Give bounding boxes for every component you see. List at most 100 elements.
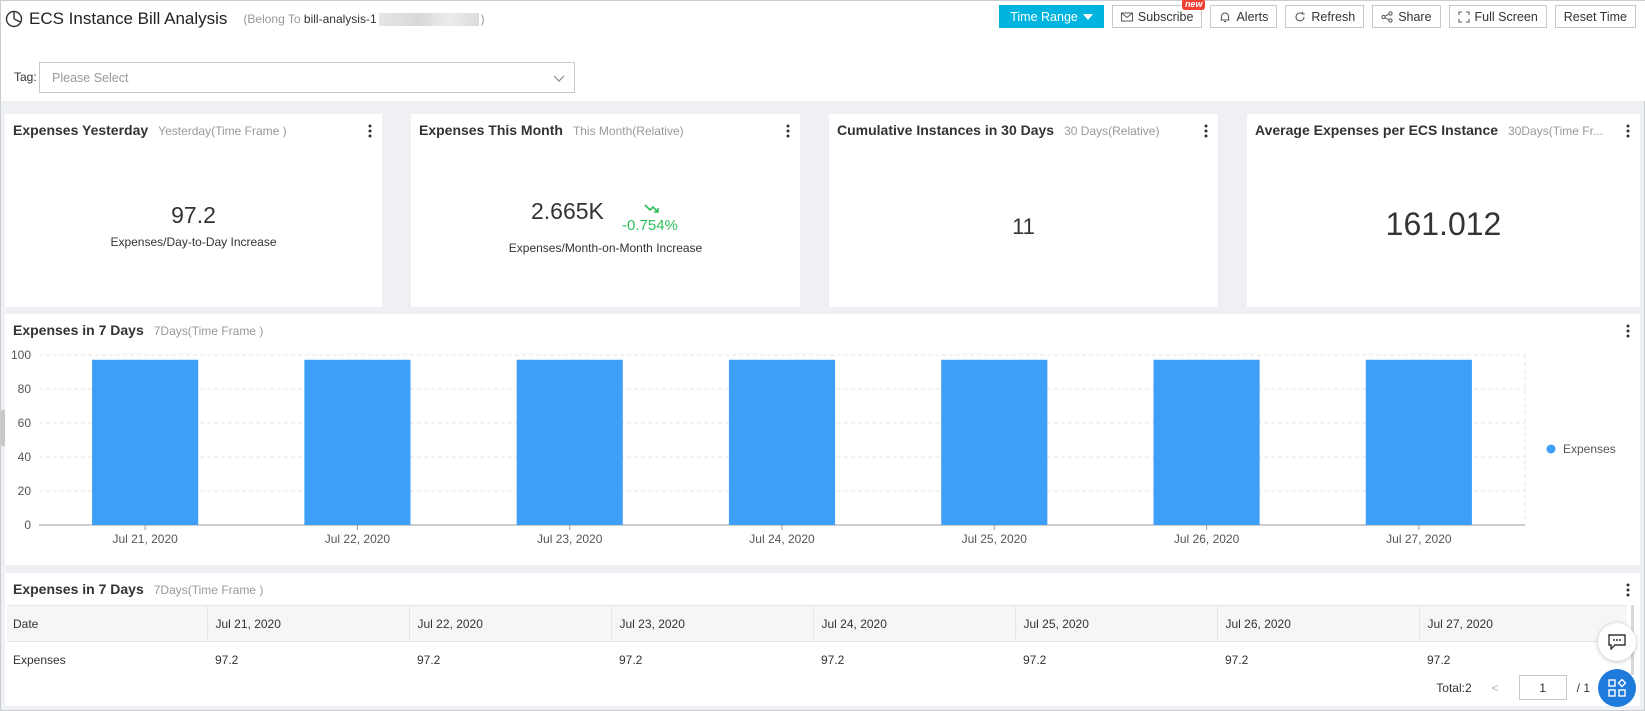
table-cell: Expenses — [13, 652, 66, 667]
panel-subtitle: 7Days(Time Frame ) — [153, 324, 264, 338]
more-icon[interactable] — [1626, 324, 1630, 338]
y-tick-label: 0 — [24, 518, 31, 532]
refresh-button[interactable]: Refresh — [1285, 5, 1365, 28]
trend-down-icon — [644, 204, 659, 213]
more-icon[interactable] — [1204, 124, 1208, 138]
dashboard-icon — [5, 10, 23, 28]
card-title: Cumulative Instances in 30 Days — [837, 122, 1055, 138]
dashboard-header: ECS Instance Bill Analysis (Belong To bi… — [1, 0, 1645, 101]
reset-time-button[interactable]: Reset Time — [1554, 5, 1636, 28]
bar — [304, 359, 411, 525]
apps-button[interactable] — [1598, 669, 1636, 707]
table-cell: 97.2 — [417, 652, 441, 667]
panel-title: Expenses in 7 Days — [13, 322, 144, 338]
project-name: bill-analysis-1 — [303, 11, 377, 26]
table-cell: 97.2 — [1427, 652, 1451, 667]
x-tick-label: Jul 26, 2020 — [1174, 532, 1240, 546]
kpi-description: Expenses/Day-to-Day Increase — [110, 235, 277, 249]
card-subtitle: Yesterday(Time Frame ) — [158, 124, 287, 138]
bell-icon — [1220, 12, 1230, 22]
more-icon[interactable] — [1626, 583, 1630, 597]
kpi-value: 97.2 — [171, 202, 216, 228]
header-cell: Jul 21, 2020 — [206, 605, 409, 642]
y-tick-label: 40 — [18, 450, 32, 464]
card-cumulative-instances: Cumulative Instances in 30 Days 30 Days(… — [829, 114, 1218, 307]
tag-label: Tag: — [14, 70, 37, 84]
subscribe-button[interactable]: Subscribe new — [1111, 0, 1206, 28]
pager-prev-button[interactable]: < — [1491, 680, 1499, 695]
feedback-button[interactable] — [1598, 623, 1636, 661]
pagination: Total:2 < 1 / 1 — [1436, 675, 1590, 700]
bar — [1365, 359, 1472, 525]
kpi-change: -0.754% — [622, 217, 678, 234]
card-subtitle: 30 Days(Relative) — [1064, 124, 1160, 138]
card-subtitle: 30Days(Time Fr... — [1508, 124, 1603, 138]
table-cell: 97.2 — [619, 652, 643, 667]
chevron-down-icon — [553, 75, 565, 82]
share-icon — [1381, 10, 1393, 23]
kpi-description: Expenses/Month-on-Month Increase — [508, 241, 703, 255]
kpi-value: 11 — [1012, 214, 1035, 239]
x-tick-label: Jul 23, 2020 — [537, 532, 603, 546]
bar — [941, 359, 1048, 525]
panel-title: Expenses in 7 Days — [13, 581, 144, 597]
bar — [92, 359, 199, 525]
toolbar: Time Range Subscribe new Alerts Refresh … — [999, 0, 1636, 28]
table-header-row: Date Jul 21, 2020 Jul 22, 2020 Jul 23, 2… — [7, 605, 1627, 642]
card-expenses-this-month: Expenses This Month This Month(Relative)… — [411, 114, 800, 307]
card-expenses-yesterday: Expenses Yesterday Yesterday(Time Frame … — [5, 114, 382, 307]
share-button[interactable]: Share — [1372, 5, 1441, 28]
kpi-value: 161.012 — [1385, 206, 1502, 242]
more-icon[interactable] — [368, 124, 372, 138]
bar — [516, 359, 623, 525]
legend-label: Expenses — [1563, 442, 1616, 456]
card-average-expenses: Average Expenses per ECS Instance 30Days… — [1247, 114, 1640, 307]
refresh-icon — [1295, 11, 1306, 21]
page-title: ECS Instance Bill Analysis — [29, 9, 228, 28]
more-icon[interactable] — [786, 124, 790, 138]
pager-total: Total:2 — [1436, 680, 1472, 695]
header-cell: Date — [7, 605, 207, 642]
header-cell: Jul 26, 2020 — [1216, 605, 1419, 642]
new-badge: new — [1181, 0, 1206, 10]
chart-panel: Expenses in 7 Days 7Days(Time Frame ) 0 2… — [5, 314, 1640, 565]
x-tick-label: Jul 21, 2020 — [112, 532, 178, 546]
table-cell: 97.2 — [1225, 652, 1249, 667]
pager-page-count: / 1 — [1576, 680, 1590, 695]
header-cell: Jul 24, 2020 — [812, 605, 1015, 642]
header-cell: Jul 22, 2020 — [408, 605, 611, 642]
x-tick-label: Jul 22, 2020 — [325, 532, 391, 546]
bar-chart: 0 20 40 60 80 100 Jul 21, 2020 Jul 22, 2020 Jul … — [11, 348, 1616, 546]
redacted-mask — [378, 13, 479, 27]
header-cell: Jul 27, 2020 — [1418, 605, 1627, 642]
card-title: Expenses This Month — [419, 122, 563, 138]
expand-icon — [1458, 11, 1470, 22]
x-tick-label: Jul 24, 2020 — [749, 532, 815, 546]
tag-select-placeholder: Please Select — [52, 70, 129, 85]
legend-marker — [1546, 444, 1556, 454]
table-cell: 97.2 — [215, 652, 239, 667]
y-tick-label: 20 — [18, 484, 32, 498]
data-table: Date Jul 21, 2020 Jul 22, 2020 Jul 23, 2… — [7, 605, 1627, 678]
pager-page-input[interactable]: 1 — [1518, 675, 1567, 700]
caret-down-icon — [1082, 13, 1093, 20]
more-icon[interactable] — [1626, 124, 1630, 138]
time-range-button[interactable]: Time Range — [999, 5, 1104, 28]
title-area: ECS Instance Bill Analysis (Belong To bi… — [5, 9, 485, 29]
bar — [728, 359, 836, 525]
y-tick-label: 60 — [18, 416, 32, 430]
card-subtitle: This Month(Relative) — [572, 124, 684, 138]
table-cell: 97.2 — [821, 652, 845, 667]
table-cell: 97.2 — [1023, 652, 1047, 667]
mail-icon — [1120, 12, 1133, 21]
tag-select[interactable]: Please Select — [39, 62, 575, 93]
header-cell: Jul 23, 2020 — [610, 605, 813, 642]
bar — [1153, 359, 1260, 525]
full-screen-button[interactable]: Full Screen — [1448, 5, 1547, 28]
y-tick-label: 100 — [11, 348, 31, 362]
alerts-button[interactable]: Alerts — [1210, 5, 1278, 28]
table-row: Expenses 97.2 97.2 97.2 97.2 97.2 97.2 9… — [7, 642, 1627, 678]
y-tick-label: 80 — [18, 382, 32, 396]
panel-subtitle: 7Days(Time Frame ) — [153, 583, 264, 597]
x-tick-label: Jul 25, 2020 — [962, 532, 1028, 546]
